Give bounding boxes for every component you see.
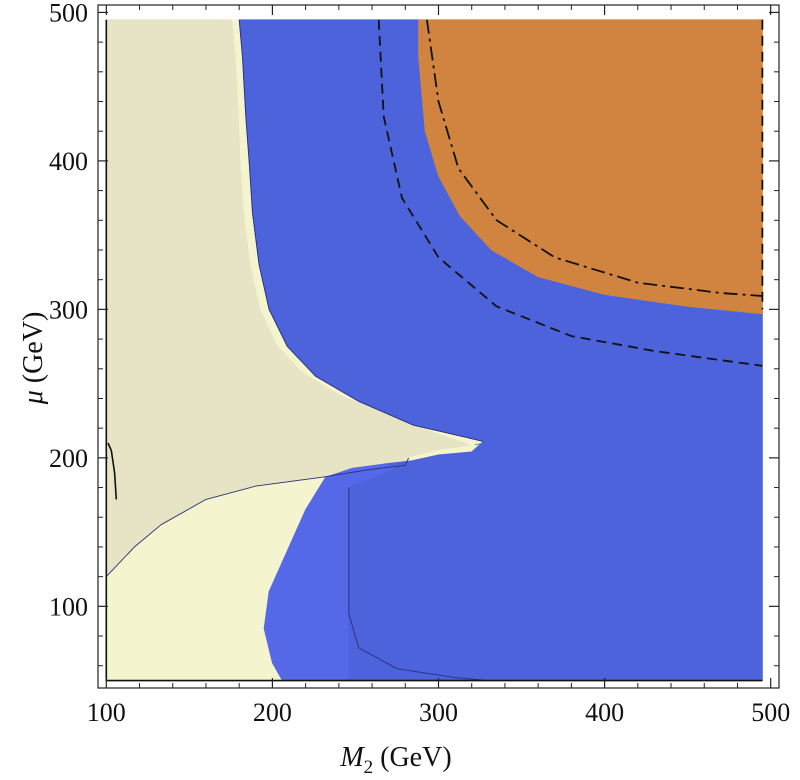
y-tick-label-300: 300 — [49, 295, 88, 324]
region-blue-4 — [474, 438, 572, 445]
contour-dashdot-4 — [426, 19, 763, 297]
x-tick-label-500: 500 — [751, 698, 790, 727]
y-tick-label-100: 100 — [49, 592, 88, 621]
contour-dashed-3 — [377, 19, 763, 367]
contour-lines-layer — [105, 19, 764, 682]
x-tick-label-200: 200 — [253, 698, 292, 727]
tick-labels-layer: 100 200 300 400 500 100 200 300 400 500 — [49, 0, 790, 727]
y-tick-label-200: 200 — [49, 444, 88, 473]
contour-thin-0 — [238, 19, 484, 442]
contour-thin-2 — [348, 487, 489, 682]
ticks-layer — [98, 5, 779, 688]
contour-solid-7 — [107, 442, 118, 500]
x-tick-label-300: 300 — [419, 698, 458, 727]
regions-layer — [105, 19, 763, 681]
x-tick-label-100: 100 — [87, 698, 126, 727]
x-axis-label: M2 (GeV) — [339, 742, 451, 778]
contour-thin-1 — [105, 457, 410, 577]
y-tick-label-500: 500 — [49, 0, 88, 27]
y-tick-label-400: 400 — [49, 147, 88, 176]
x-tick-label-400: 400 — [585, 698, 624, 727]
y-axis-label: μ (GeV) — [18, 312, 49, 406]
